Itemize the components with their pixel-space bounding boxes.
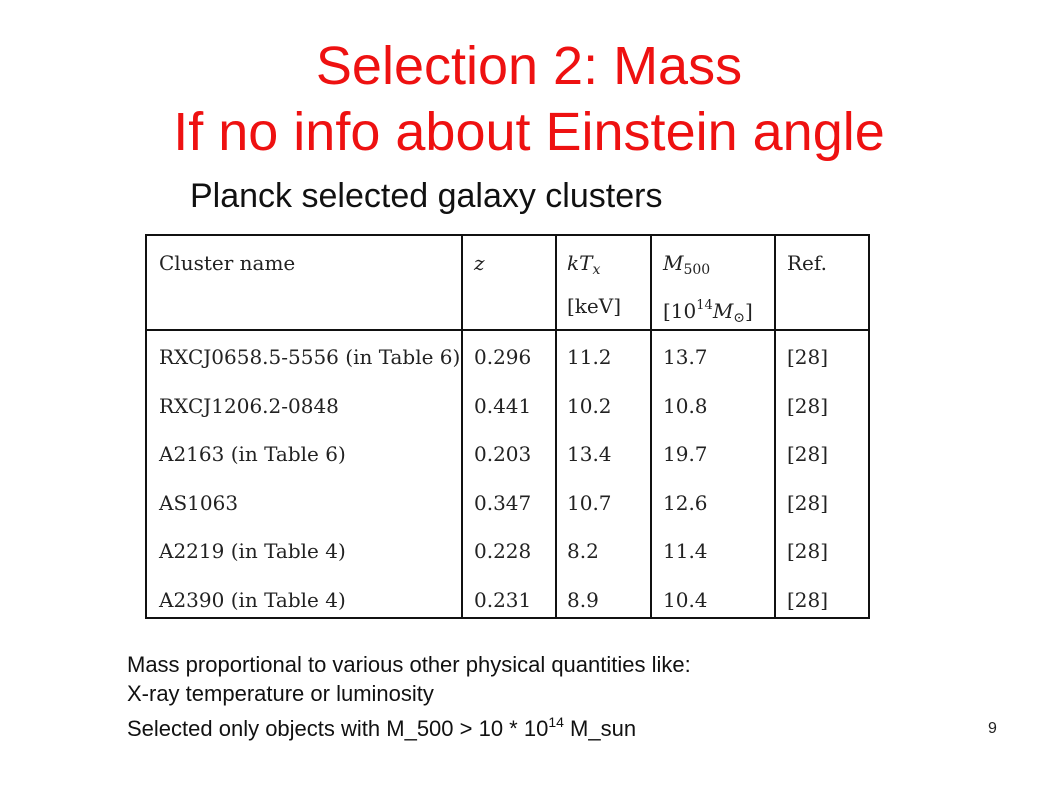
cell-m500: 13.7 — [663, 345, 708, 369]
unit-m-sun: ⊙ — [733, 310, 746, 326]
unit-m500: [1014M⊙] — [663, 294, 753, 330]
notes-block: Mass proportional to various other physi… — [127, 650, 691, 743]
slide-subtitle: Planck selected galaxy clusters — [190, 177, 663, 215]
unit-m-prefix: [10 — [663, 299, 697, 323]
cell-m500: 10.4 — [663, 587, 708, 612]
cell-z: 0.441 — [474, 393, 532, 418]
note-line-3-suffix: M_sun — [563, 716, 637, 741]
cell-cluster-name: A2219 (in Table 4) — [159, 539, 346, 563]
unit-m-symbol: M — [712, 299, 734, 323]
cell-cluster-name: RXCJ1206.2-0848 — [159, 393, 339, 418]
header-m500: M500 — [663, 251, 710, 282]
page-number: 9 — [988, 720, 997, 737]
header-m-subscript: 500 — [683, 262, 711, 278]
cell-kt: 10.2 — [567, 393, 612, 418]
column-divider — [555, 236, 557, 617]
cell-m500: 12.6 — [663, 490, 708, 515]
note-line-1: Mass proportional to various other physi… — [127, 652, 691, 677]
unit-kt: [keV] — [567, 294, 622, 318]
cluster-table: Cluster name z kTx M500 Ref. [keV] [1014… — [145, 234, 870, 619]
cell-ref: [28] — [787, 393, 829, 418]
slide-title-line-2: If no info about Einstein angle — [173, 102, 885, 162]
cell-z: 0.347 — [474, 490, 532, 515]
note-line-3-exponent: 14 — [548, 714, 564, 730]
cell-cluster-name: A2390 (in Table 4) — [159, 587, 346, 612]
header-kt: kTx — [567, 251, 600, 282]
header-m-symbol: M — [663, 251, 684, 275]
header-z: z — [474, 251, 485, 275]
cell-ref: [28] — [787, 539, 829, 563]
cell-kt: 10.7 — [567, 490, 612, 515]
cell-z: 0.228 — [474, 539, 532, 563]
cell-m500: 10.8 — [663, 393, 708, 418]
cell-cluster-name: AS1063 — [159, 490, 239, 515]
cell-cluster-name: RXCJ0658.5-5556 (in Table 6) — [159, 345, 461, 369]
cell-z: 0.231 — [474, 587, 532, 612]
header-cluster-name: Cluster name — [159, 251, 296, 275]
cell-m500: 19.7 — [663, 442, 708, 466]
header-kt-subscript: x — [592, 262, 601, 278]
unit-m-exponent: 14 — [696, 298, 713, 313]
column-divider — [461, 236, 463, 617]
cell-z: 0.203 — [474, 442, 532, 466]
column-divider — [774, 236, 776, 617]
note-line-3: Selected only objects with M_500 > 10 * … — [127, 708, 691, 743]
note-line-2: X-ray temperature or luminosity — [127, 681, 434, 706]
cell-z: 0.296 — [474, 345, 532, 369]
slide-title-line-1: Selection 2: Mass — [315, 36, 743, 96]
cell-kt: 8.9 — [567, 587, 599, 612]
cell-kt: 11.2 — [567, 345, 612, 369]
unit-m-close: ] — [745, 299, 753, 323]
cell-ref: [28] — [787, 587, 829, 612]
cell-ref: [28] — [787, 345, 829, 369]
note-line-3-prefix: Selected only objects with M_500 > 10 * … — [127, 716, 549, 741]
cell-ref: [28] — [787, 490, 829, 515]
cell-m500: 11.4 — [663, 539, 708, 563]
header-divider — [147, 329, 868, 331]
header-kt-symbol: kT — [567, 251, 593, 275]
cell-kt: 13.4 — [567, 442, 612, 466]
column-divider — [650, 236, 652, 617]
cell-cluster-name: A2163 (in Table 6) — [159, 442, 346, 466]
cell-kt: 8.2 — [567, 539, 599, 563]
header-ref: Ref. — [787, 251, 827, 275]
cell-ref: [28] — [787, 442, 829, 466]
